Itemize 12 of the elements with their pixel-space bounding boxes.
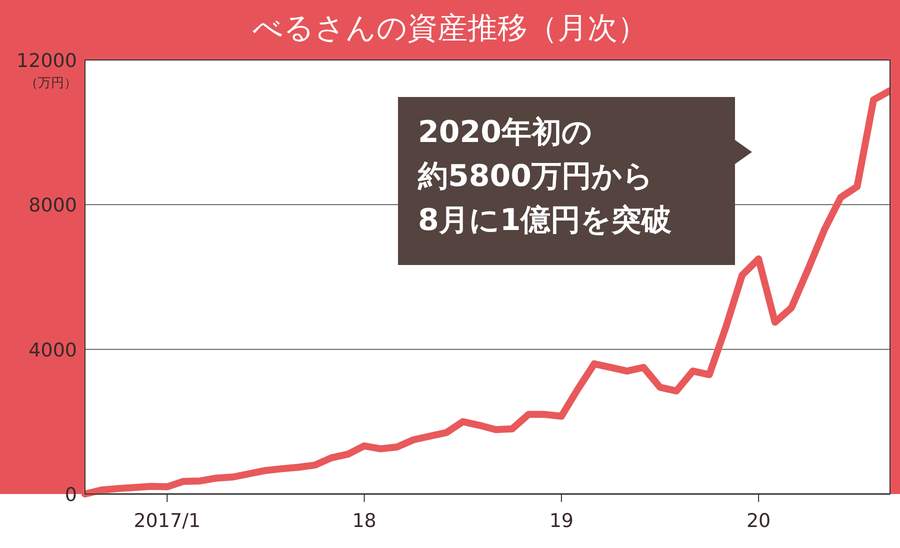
x-tick-label: 18 — [352, 510, 376, 532]
annotation: 2020年初の — [418, 115, 592, 150]
chart-title: べるさんの資産推移（月次） — [252, 11, 648, 46]
y-axis-title: （万円） — [25, 76, 77, 91]
y-tick-label: 8000 — [28, 194, 77, 217]
annotation: 約5800万円から — [417, 159, 654, 194]
x-tick-label: 2017/1 — [134, 510, 201, 532]
x-tick-label: 19 — [549, 510, 574, 532]
y-tick-label: 4000 — [28, 339, 77, 362]
y-tick-label: 12000 — [16, 50, 77, 72]
annotation: 8月に1億円を突破 — [418, 203, 672, 238]
x-tick-label: 20 — [746, 510, 771, 532]
